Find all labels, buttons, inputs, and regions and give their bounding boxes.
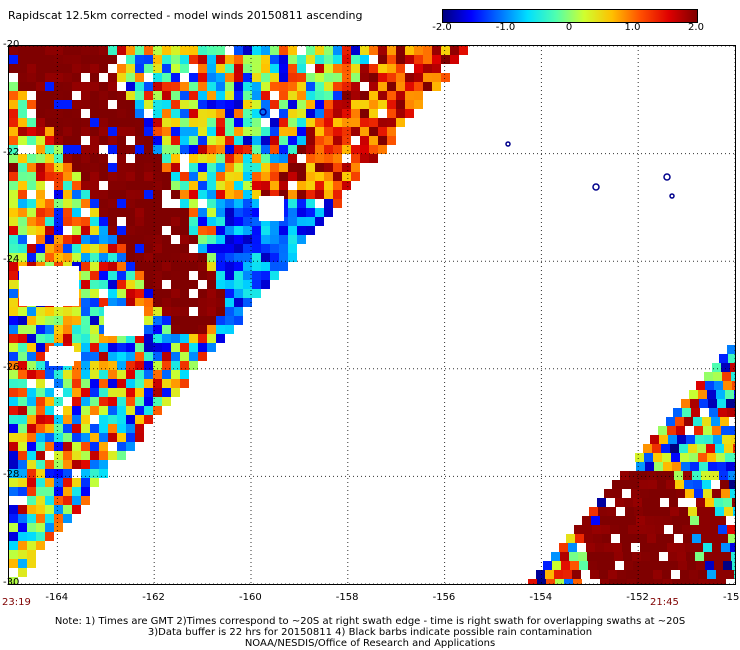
latitude-label: -22 — [3, 146, 20, 158]
wind-difference-cells — [9, 46, 735, 584]
longitude-label: -152 — [626, 592, 649, 603]
colorbar — [442, 9, 698, 23]
longitude-label: -158 — [335, 592, 359, 603]
longitude-label: -156 — [432, 592, 456, 603]
note-line-3: NOAA/NESDIS/Office of Research and Appli… — [244, 638, 496, 649]
longitude-label: -164 — [45, 592, 69, 603]
colorbar-tick-label: -2.0 — [432, 22, 452, 33]
latitude-label: -20 — [3, 39, 20, 50]
latitude-label: -28 — [3, 469, 20, 481]
end-time-label: 21:45 — [650, 597, 679, 608]
longitude-label: -150 — [723, 592, 740, 603]
colorbar-tick-label: 1.0 — [624, 22, 641, 33]
map-plot — [8, 45, 736, 585]
colorbar-tick-label: 0 — [565, 22, 573, 33]
latitude-label: -30 — [3, 577, 20, 588]
island-outline — [259, 108, 267, 116]
colorbar-tick-label: 2.0 — [688, 22, 704, 33]
note-line-1: Note: 1) Times are GMT 2)Times correspon… — [54, 616, 686, 627]
longitude-label: -160 — [239, 592, 262, 603]
island-outline — [663, 173, 671, 181]
map-canvas — [9, 46, 735, 584]
map-title: Rapidscat 12.5km corrected - model winds… — [8, 9, 363, 22]
island-outline — [505, 141, 511, 147]
start-time-label: 23:19 — [2, 597, 31, 608]
map-grid — [9, 46, 735, 584]
latitude-label: -26 — [3, 361, 20, 373]
longitude-label: -162 — [142, 592, 165, 603]
latitude-label: -24 — [3, 254, 20, 266]
longitude-label: -154 — [529, 592, 553, 603]
note-line-2: 3)Data buffer is 22 hrs for 20150811 4) … — [147, 627, 593, 638]
island-outline — [669, 193, 675, 199]
colorbar-tick-label: -1.0 — [495, 22, 516, 33]
island-outline — [592, 183, 600, 191]
